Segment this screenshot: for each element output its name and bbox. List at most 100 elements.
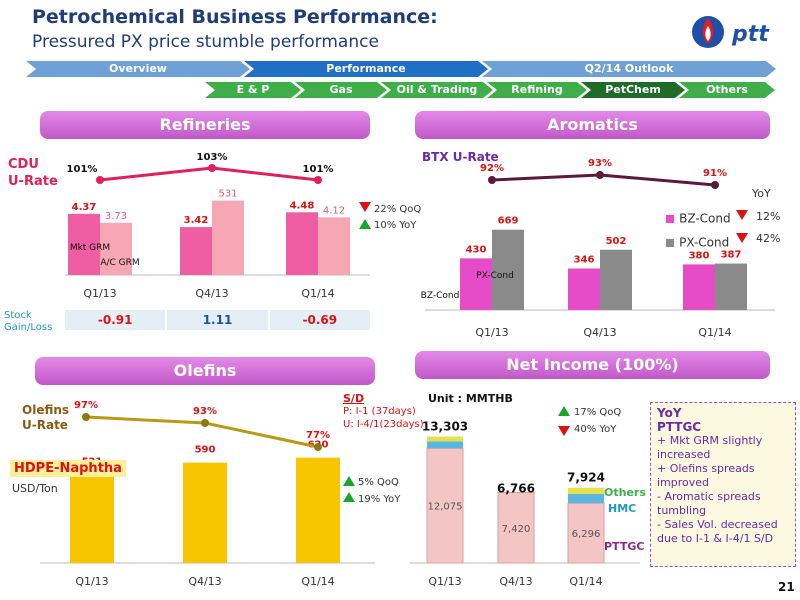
yoy-bullet: + Olefins spreads improved (657, 462, 755, 489)
bar-bz-cond (683, 264, 715, 310)
total-label: 7,924 (567, 471, 605, 485)
section-aromatics: Aromatics (415, 111, 770, 139)
olefins-urate-label: Olefins U-Rate (22, 403, 70, 432)
bz-legend-label: BZ-Cond (679, 211, 731, 226)
yoy-bullet: - Sales Vol. decreased due to I-1 & I-4/… (657, 518, 778, 545)
aro-legend-px: PX-Cond (666, 232, 729, 251)
bar-hmc (427, 441, 463, 449)
yoy-bullet: - Aromatic spreads tumbling (657, 490, 761, 517)
ole-yoy: 19% YoY (358, 494, 401, 505)
yoy-up-icon (359, 219, 371, 229)
tick-label: Q4/13 (499, 575, 532, 588)
yoy-box: YoY PTTGC + Mkt GRM slightly increased +… (650, 402, 796, 567)
tick-label: Q1/13 (475, 326, 508, 339)
olefins-point (82, 413, 90, 421)
aro-yoy-label: YoY (752, 187, 771, 200)
series-label-ac: A/C GRM (100, 258, 139, 268)
ni-qoq: 17% QoQ (574, 407, 622, 418)
olefins-point (314, 443, 322, 451)
ni-legend-others: Others (604, 486, 646, 499)
total-label: 13,303 (422, 420, 468, 434)
tick-label: Q1/14 (301, 287, 334, 300)
tab-others[interactable]: Others (679, 82, 775, 98)
ni-yoy-down-icon (558, 426, 570, 436)
bar-pttgc (426, 447, 464, 564)
ni-legend-hmc: HMC (608, 502, 637, 515)
olefins-label: 93% (193, 406, 217, 417)
tab-outlook[interactable]: Q2/14 Outlook (482, 61, 776, 77)
tick-label: Q1/13 (75, 575, 108, 588)
bar-label: 4.12 (323, 205, 345, 216)
bar-label: 3.42 (184, 215, 209, 226)
hdpe-naphtha-label: HDPE-Naphtha (10, 460, 126, 477)
page-title: Petrochemical Business Performance: (32, 6, 438, 28)
tab-gas[interactable]: Gas (295, 82, 387, 98)
stock-value: -0.91 (65, 310, 168, 330)
yoy-bullet: + Mkt GRM slightly increased (657, 434, 763, 461)
bar-px-cond (600, 249, 632, 310)
ref-qoq: 22% QoQ (374, 204, 422, 215)
net-income-chart: 13,303 12,075 Q1/13 6,766 7,420 Q4/13 7,924 6,2… (410, 420, 640, 588)
bar-label: 346 (574, 254, 595, 265)
ref-yoy: 10% YoY (374, 220, 417, 231)
page-number: 21 (778, 580, 795, 594)
urate-point (314, 176, 322, 184)
urate-point (96, 176, 104, 184)
bar-hmc (568, 493, 604, 504)
qoq-down-icon (359, 202, 371, 212)
total-label: 6,766 (497, 482, 535, 496)
bz-yoy-down-icon (736, 210, 748, 220)
sd-line: P: I-1 (37days) (343, 406, 416, 417)
ni-yoy: 40% YoY (574, 424, 617, 435)
bar-others (427, 436, 463, 442)
section-refineries: Refineries (40, 111, 370, 139)
bar-ac-grm (212, 200, 244, 275)
tick-label: Q1/14 (301, 575, 334, 588)
stock-label: Stock Gain/Loss (4, 310, 53, 333)
ole-qoq-up-icon (343, 476, 355, 486)
tick-label: Q1/14 (698, 326, 731, 339)
bar-px-cond (492, 229, 524, 310)
tab-refining[interactable]: Refining (487, 82, 587, 98)
bar-label: 4.37 (72, 202, 97, 213)
bar-label: 3.73 (105, 211, 127, 222)
ni-unit: Unit : MMTHB (428, 392, 513, 405)
tab-overview[interactable]: Overview (26, 61, 250, 77)
bz-swatch (666, 214, 674, 223)
yoy-box-subtitle: PTTGC (657, 420, 702, 434)
bar-label: 531 (218, 189, 237, 200)
series-label-mkt: Mkt GRM (70, 243, 110, 253)
tab-ep[interactable]: E & P (205, 82, 301, 98)
urate-point (208, 164, 216, 172)
stock-value: -0.69 (302, 313, 338, 327)
tab-petchem[interactable]: PetChem (581, 82, 685, 98)
pttgc-label: 7,420 (502, 524, 531, 535)
cdu-urate-label: CDU U-Rate (8, 157, 58, 189)
tick-label: Q4/13 (195, 287, 228, 300)
nav-top: Overview Performance Q2/14 Outlook (26, 61, 776, 77)
olefins-label: 97% (74, 400, 98, 411)
tick-label: Q4/13 (188, 575, 221, 588)
btx-point (596, 171, 604, 179)
bar-label: 590 (195, 445, 216, 456)
tab-oil-trading[interactable]: Oil & Trading (381, 82, 493, 98)
olefins-label: 77% (306, 430, 330, 441)
bar-others (568, 487, 604, 494)
tab-performance[interactable]: Performance (244, 61, 488, 77)
bar-mkt-grm (68, 213, 100, 275)
bar-ac-grm (318, 217, 350, 275)
olefins-point (201, 419, 209, 427)
bar-ac-grm (100, 222, 132, 275)
series-label-px: PX-Cond (476, 271, 514, 281)
page-subtitle: Pressured PX price stumble performance (32, 32, 379, 52)
svg-text:ptt: ptt (731, 22, 770, 47)
px-yoy-down-icon (736, 233, 748, 243)
sd-title: S/D (343, 392, 365, 405)
tick-label: Q1/13 (428, 575, 461, 588)
tick-label: Q1/13 (83, 287, 116, 300)
bar-px-cond (715, 263, 747, 310)
pttgc-label: 6,296 (572, 529, 601, 540)
section-olefins: Olefins (35, 357, 375, 385)
urate-label: 103% (197, 152, 228, 163)
